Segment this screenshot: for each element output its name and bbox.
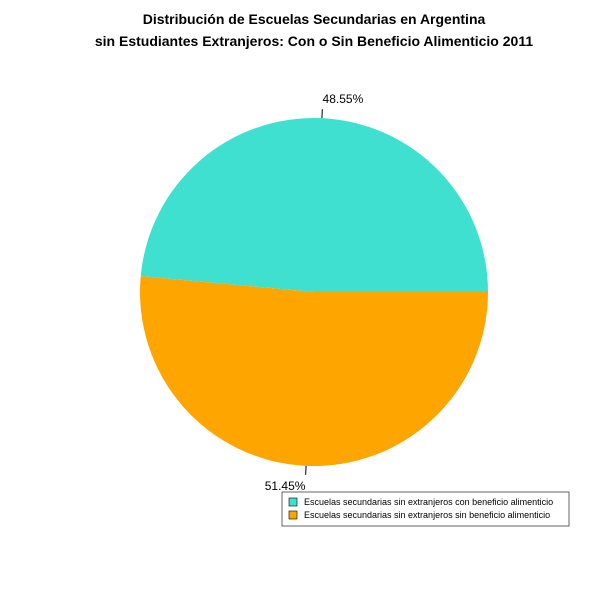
pie-percent-label-0: 48.55% — [323, 92, 364, 106]
pie-labels: 48.55% 51.45% — [265, 92, 364, 493]
legend-label-con-beneficio: Escuelas secundarias sin extranjeros con… — [304, 497, 553, 507]
pie-slice-1 — [139, 276, 488, 467]
chart-title-line-2: sin Estudiantes Extranjeros: Con o Sin B… — [95, 33, 533, 49]
legend-key-con-beneficio — [288, 497, 298, 507]
pie-slices — [139, 118, 489, 467]
legend-frame — [281, 491, 570, 527]
legend-label-sin-beneficio: Escuelas secundarias sin extranjeros sin… — [304, 510, 550, 520]
pie-percent-label-1: 51.45% — [265, 479, 306, 493]
legend-key-sin-beneficio — [288, 510, 298, 520]
pie-slice-0 — [140, 118, 489, 293]
chart-title-line-1: Distribución de Escuelas Secundarias en … — [143, 11, 486, 27]
legend: Escuelas secundarias sin extranjeros con… — [281, 491, 570, 527]
